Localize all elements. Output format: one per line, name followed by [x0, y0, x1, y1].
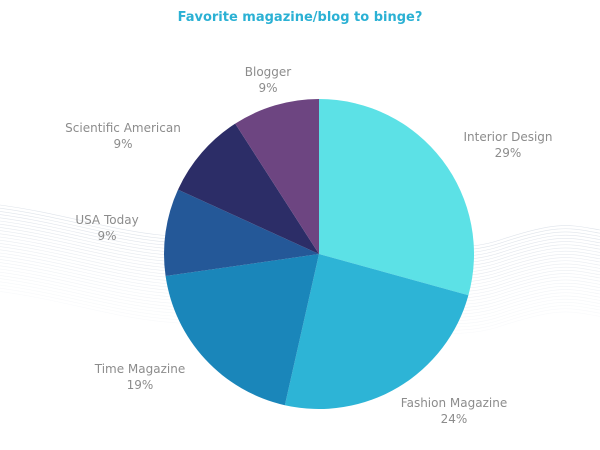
pie-slice-scientific-american: [178, 123, 319, 254]
pie-labels: Interior Design 29% Fashion Magazine 24% Tim…: [65, 65, 552, 426]
pie-slice-usa-today: [164, 189, 319, 277]
slice-label: Time Magazine: [94, 362, 185, 376]
chart-title: Favorite magazine/blog to binge?: [177, 10, 423, 25]
slice-label: Interior Design: [463, 130, 552, 144]
pie-slices: [164, 99, 475, 409]
slice-label: Blogger: [245, 65, 292, 79]
slice-value-label: 9%: [97, 229, 116, 243]
slice-value-label: 9%: [258, 81, 277, 95]
pie-slice-interior-design: [319, 99, 475, 296]
slice-value-label: 19%: [127, 378, 154, 392]
pie-slice-time-magazine: [165, 254, 319, 406]
slice-value-label: 24%: [441, 412, 468, 426]
pie-slice-fashion-magazine: [284, 254, 469, 409]
slice-value-label: 29%: [495, 146, 522, 160]
slice-label: Fashion Magazine: [401, 396, 507, 410]
slice-label: USA Today: [75, 213, 138, 227]
slice-value-label: 9%: [113, 137, 132, 151]
pie-slice-blogger: [235, 99, 319, 254]
slice-label: Scientific American: [65, 121, 181, 135]
